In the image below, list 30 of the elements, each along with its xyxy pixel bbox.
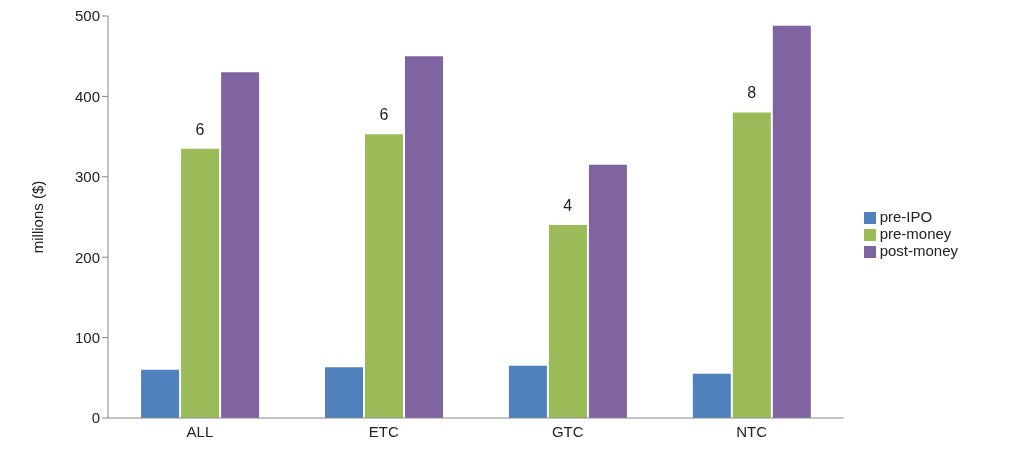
x-tick-label: GTC — [551, 422, 584, 440]
bar — [325, 367, 364, 418]
bar — [405, 56, 444, 418]
y-tick-label: 200 — [74, 248, 100, 266]
bar — [772, 25, 811, 418]
annotation: 8 — [747, 84, 757, 102]
annotation: 6 — [195, 120, 205, 138]
y-tick-label: 0 — [91, 409, 100, 427]
annotation: 6 — [379, 106, 389, 124]
legend-label: pre-IPO — [879, 207, 933, 225]
legend-label: post-money — [879, 241, 958, 259]
x-tick-label: ETC — [368, 422, 400, 440]
bar — [588, 164, 627, 418]
y-axis-title: millions ($) — [29, 180, 47, 254]
y-tick-label: 500 — [74, 7, 100, 25]
bar — [141, 369, 180, 418]
bar — [508, 365, 547, 418]
bar — [548, 225, 587, 418]
x-tick-label: ALL — [186, 422, 214, 440]
legend-label: pre-money — [879, 224, 952, 242]
y-tick-label: 400 — [74, 87, 100, 105]
bar — [365, 134, 404, 418]
y-tick-label: 100 — [74, 328, 100, 346]
bar — [692, 373, 731, 418]
y-tick-label: 300 — [74, 168, 100, 186]
bar — [181, 148, 220, 418]
x-tick-label: NTC — [736, 422, 768, 440]
annotation: 4 — [563, 197, 573, 215]
bar — [732, 112, 771, 418]
bar — [221, 72, 260, 418]
